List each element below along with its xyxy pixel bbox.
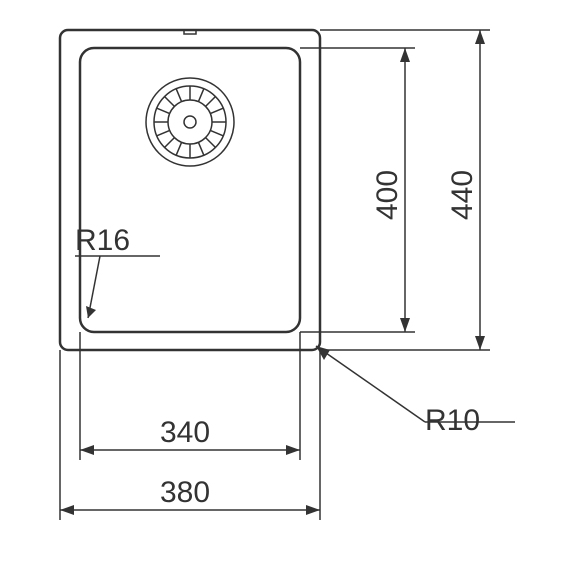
dim-height-inner-label: 400 bbox=[371, 170, 404, 220]
drain-icon bbox=[146, 30, 234, 166]
dim-height-outer-label: 440 bbox=[446, 170, 479, 220]
radius-label-r16: R16 bbox=[75, 224, 130, 257]
radius-leader-r10: R10 bbox=[316, 346, 515, 437]
technical-drawing: R16 R10 340 380 bbox=[0, 0, 588, 588]
dimension-width-inner: 340 bbox=[80, 416, 300, 455]
dimension-height-inner: 400 bbox=[371, 48, 410, 332]
dim-width-outer-label: 380 bbox=[160, 476, 210, 509]
radius-leader-r16: R16 bbox=[75, 224, 160, 318]
dimension-height-outer: 440 bbox=[446, 30, 485, 350]
dimension-width-outer: 380 bbox=[60, 476, 320, 515]
radius-label-r10: R10 bbox=[425, 404, 480, 437]
dim-width-inner-label: 340 bbox=[160, 416, 210, 449]
